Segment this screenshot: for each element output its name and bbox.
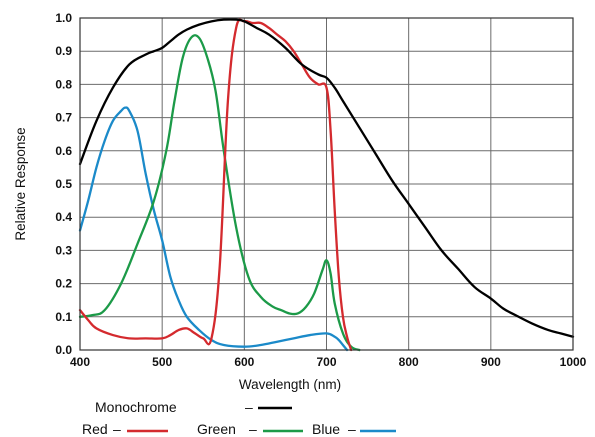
x-tick-label: 700	[316, 355, 336, 369]
x-tick-label: 1000	[560, 355, 587, 369]
legend-dash-red: –	[113, 421, 121, 437]
x-axis-title: Wavelength (nm)	[239, 377, 341, 392]
legend-item-red: Red –	[82, 421, 168, 437]
y-tick-label: 0.0	[55, 343, 72, 357]
legend: Monochrome – Red – Green – Blue –	[82, 399, 396, 437]
legend-item-monochrome: Monochrome –	[95, 399, 292, 415]
x-tick-label: 900	[481, 355, 501, 369]
legend-label-blue: Blue	[312, 421, 340, 437]
y-tick-label: 0.2	[55, 277, 72, 291]
series-line-blue	[78, 106, 349, 352]
legend-item-green: Green –	[197, 421, 303, 437]
series-line-green	[78, 34, 361, 352]
legend-dash-green: –	[249, 421, 257, 437]
x-tick-label: 400	[70, 355, 90, 369]
x-tick-label: 500	[152, 355, 172, 369]
series-line-monochrome	[78, 18, 575, 338]
plot-frame	[79, 17, 574, 351]
x-tick-label: 800	[399, 355, 419, 369]
y-tick-label: 0.9	[55, 44, 72, 58]
y-axis-ticks: 0.0 0.1 0.2 0.3 0.4 0.5 0.6 0.7 0.8 0.9 1.0	[55, 11, 72, 357]
y-tick-label: 0.8	[55, 77, 72, 91]
series-curves	[78, 18, 575, 352]
legend-label-monochrome: Monochrome	[95, 399, 177, 415]
legend-label-green: Green	[197, 421, 236, 437]
y-tick-label: 0.6	[55, 144, 72, 158]
y-axis-title: Relative Response	[13, 127, 28, 240]
y-tick-label: 0.3	[55, 243, 72, 257]
x-axis-ticks: 400 500 600 700 800 900 1000	[70, 355, 587, 369]
y-tick-label: 1.0	[55, 11, 72, 25]
y-tick-label: 0.4	[55, 210, 72, 224]
y-tick-label: 0.7	[55, 111, 72, 125]
legend-label-red: Red	[82, 421, 108, 437]
legend-item-blue: Blue –	[312, 421, 396, 437]
legend-dash-monochrome: –	[245, 399, 253, 415]
y-tick-label: 0.1	[55, 310, 72, 324]
grid	[80, 18, 573, 350]
legend-dash-blue: –	[348, 421, 356, 437]
x-tick-label: 600	[234, 355, 254, 369]
y-tick-label: 0.5	[55, 177, 72, 191]
